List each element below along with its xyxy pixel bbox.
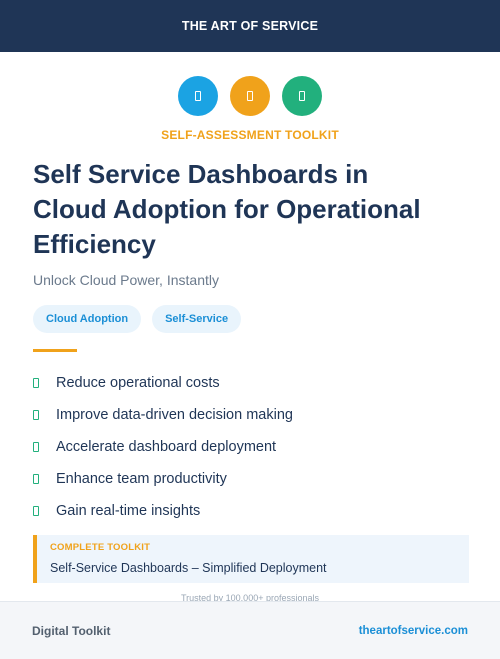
blue-document-icon: [178, 76, 218, 116]
check-icon: [33, 506, 39, 516]
title-line: Cloud Adoption for Operational: [33, 194, 421, 224]
check-icon: [33, 474, 39, 484]
benefit-item: Gain real-time insights: [33, 495, 473, 527]
title-line: Efficiency: [33, 229, 156, 259]
subtitle: Unlock Cloud Power, Instantly: [33, 272, 219, 288]
title-line: Self Service Dashboards in: [33, 159, 369, 189]
toolkit-kicker: SELF-ASSESSMENT TOOLKIT: [161, 128, 339, 142]
orange-document-icon: [230, 76, 270, 116]
icon-row: [0, 76, 500, 116]
benefit-item: Reduce operational costs: [33, 367, 473, 399]
trusted-note: Trusted by 100,000+ professionals: [180, 593, 319, 601]
check-icon: [33, 442, 39, 452]
accent-divider: [33, 349, 77, 352]
top-banner: THE ART OF SERVICE: [0, 0, 500, 52]
footer: Digital Toolkit theartofservice.com: [0, 601, 500, 659]
check-icon: [33, 378, 39, 388]
benefit-text: Gain real-time insights: [56, 503, 201, 519]
toolkit-callout: COMPLETE TOOLKIT Self-Service Dashboards…: [33, 535, 469, 583]
tag-cloud-adoption: Cloud Adoption: [33, 305, 142, 333]
benefit-text: Accelerate dashboard deployment: [56, 439, 277, 455]
benefit-text: Improve data-driven decision making: [56, 407, 293, 423]
benefit-text: Enhance team productivity: [56, 471, 227, 487]
benefit-item: Improve data-driven decision making: [33, 399, 473, 431]
benefit-item: Enhance team productivity: [33, 463, 473, 495]
check-icon: [33, 410, 39, 420]
benefit-item: Accelerate dashboard deployment: [33, 431, 473, 463]
footer-label: Digital Toolkit: [32, 623, 111, 638]
tag-self-service: Self-Service: [152, 305, 242, 333]
callout-label: COMPLETE TOOLKIT: [50, 542, 151, 553]
page-title: Self Service Dashboards in Cloud Adoptio…: [33, 157, 473, 262]
website-link[interactable]: theartofservice.com: [358, 624, 468, 637]
callout-text: Self-Service Dashboards – Simplified Dep…: [50, 561, 327, 575]
benefit-text: Reduce operational costs: [56, 375, 220, 391]
green-document-icon: [282, 76, 322, 116]
brand-name: THE ART OF SERVICE: [181, 19, 319, 33]
benefit-list: Reduce operational costs Improve data-dr…: [33, 367, 473, 527]
tag-list: Cloud Adoption Self-Service: [33, 305, 242, 333]
